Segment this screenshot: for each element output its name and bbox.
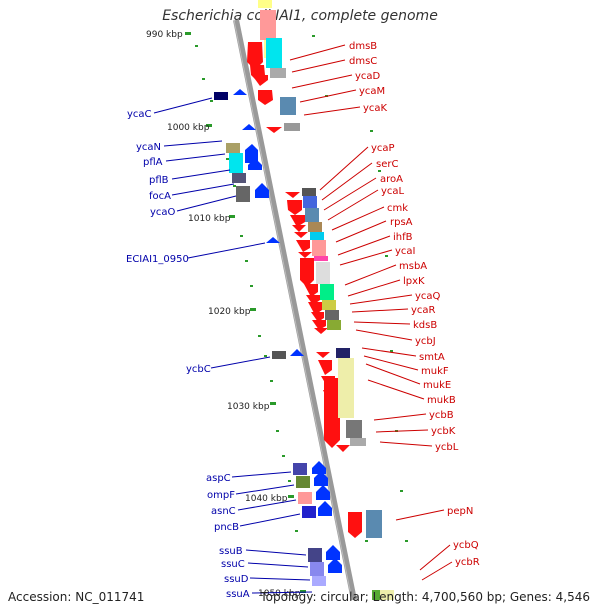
gene-label[interactable]: ycbL xyxy=(435,442,459,453)
tick-label: 990 kbp xyxy=(146,30,183,40)
gene-label[interactable]: ycaL xyxy=(381,186,405,197)
tick-label: 1020 kbp xyxy=(208,307,251,317)
genome-backbone xyxy=(233,19,357,600)
gene-label[interactable]: ycbK xyxy=(431,426,456,437)
tick-label: 1050 kbp xyxy=(258,589,301,599)
forward-genes xyxy=(247,42,362,538)
map-title: Escherichia coli IAI1, complete genome xyxy=(162,8,438,24)
gene-label[interactable]: ycaR xyxy=(411,305,436,316)
gene-label[interactable]: ycbB xyxy=(429,410,454,421)
gene-label[interactable]: mukE xyxy=(423,380,451,391)
gene-label[interactable]: aroA xyxy=(380,174,403,185)
gene-label[interactable]: aspC xyxy=(206,473,231,484)
tick-label: 1000 kbp xyxy=(167,123,210,133)
gene-label[interactable]: ycaD xyxy=(355,71,381,82)
gene-label[interactable]: ihfB xyxy=(393,232,413,243)
gene-label[interactable]: ycaM xyxy=(359,86,385,97)
genome-summary: Topology: circular; Length: 4,700,560 bp… xyxy=(260,590,590,604)
gene-label[interactable]: dmsC xyxy=(349,56,377,67)
tick-label: 1030 kbp xyxy=(227,402,270,412)
gene-label[interactable]: pepN xyxy=(447,506,473,517)
gene-label[interactable]: ycbQ xyxy=(453,540,479,551)
gene-label[interactable]: ssuA xyxy=(226,589,250,600)
gene-label[interactable]: cmk xyxy=(387,203,408,214)
gene-label[interactable]: mukF xyxy=(421,366,449,377)
gene-label[interactable]: rpsA xyxy=(390,217,413,228)
gene-label[interactable]: dmsB xyxy=(349,41,377,52)
gene-label[interactable]: ycbR xyxy=(455,557,480,568)
gene-label[interactable]: ycaC xyxy=(127,109,152,120)
gene-label[interactable]: ycaO xyxy=(150,207,176,218)
tick-label: 1010 kbp xyxy=(188,214,231,224)
gene-label[interactable]: ssuC xyxy=(221,559,245,570)
forward-leaders xyxy=(289,44,453,581)
gene-label[interactable]: ssuD xyxy=(224,574,249,585)
gene-label[interactable]: mukB xyxy=(427,395,456,406)
tick-label: 1040 kbp xyxy=(245,494,288,504)
gene-label[interactable]: ycaI xyxy=(395,246,416,257)
gene-label[interactable]: focA xyxy=(149,191,171,202)
gene-label[interactable]: msbA xyxy=(399,261,427,272)
kbp-ticks xyxy=(185,32,306,593)
gene-label[interactable]: serC xyxy=(376,159,398,170)
reverse-genes xyxy=(214,89,342,586)
gene-label[interactable]: ycaN xyxy=(136,142,161,153)
gene-label[interactable]: smtA xyxy=(419,352,445,363)
gene-label[interactable]: lpxK xyxy=(403,276,425,287)
gene-label[interactable]: kdsB xyxy=(413,320,437,331)
forward-track-2 xyxy=(258,0,394,600)
gene-label[interactable]: pflB xyxy=(149,175,169,186)
accession-text: Accession: NC_011741 xyxy=(8,590,145,604)
gene-label[interactable]: pflA xyxy=(143,157,163,168)
gene-label[interactable]: ycaQ xyxy=(415,291,441,302)
gene-label[interactable]: ompF xyxy=(207,490,235,501)
gene-label[interactable]: ssuB xyxy=(219,546,243,557)
gene-label[interactable]: ycaP xyxy=(371,143,395,154)
gene-label[interactable]: pncB xyxy=(214,522,239,533)
gene-label[interactable]: ycaK xyxy=(363,103,388,114)
gene-label[interactable]: ECIAI1_0950 xyxy=(126,254,189,265)
reverse-leaders xyxy=(153,97,313,594)
gene-label[interactable]: ycbJ xyxy=(415,336,436,347)
gene-label[interactable]: asnC xyxy=(211,506,236,517)
gene-label[interactable]: ycbC xyxy=(186,364,211,375)
